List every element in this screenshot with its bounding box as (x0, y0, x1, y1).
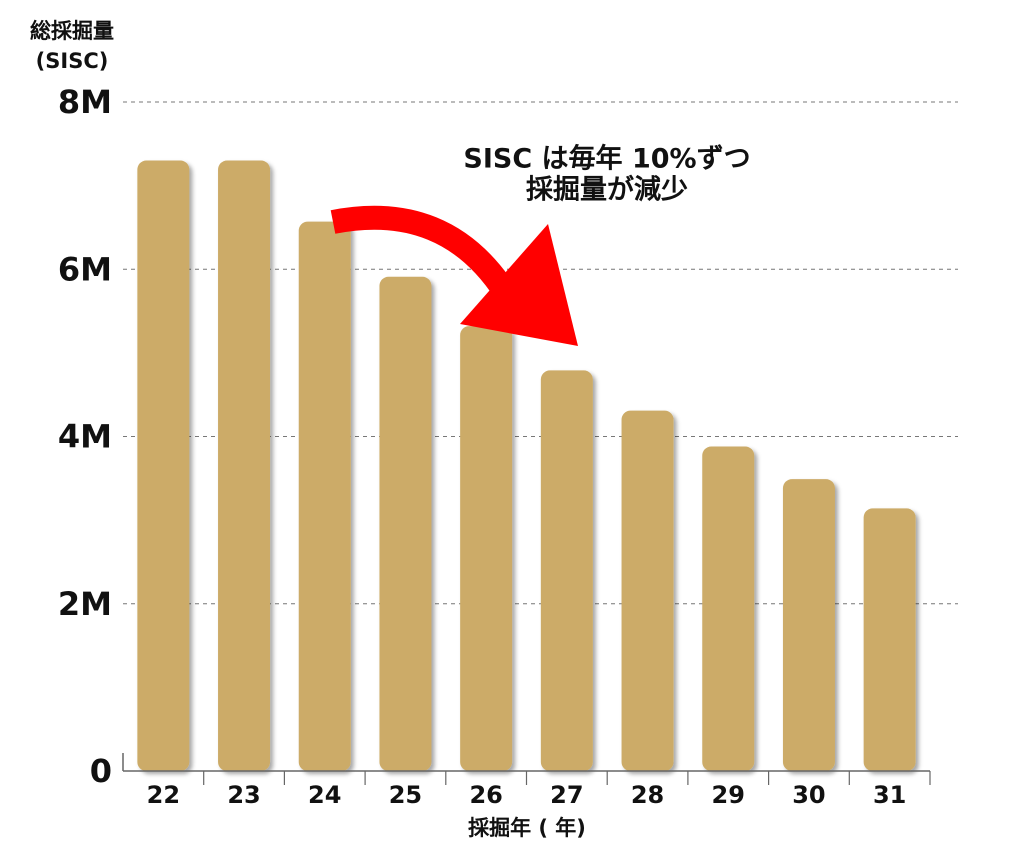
bar (540, 370, 593, 771)
x-tick-label: 22 (147, 781, 180, 809)
bar (218, 160, 271, 772)
x-tick-label: 30 (792, 781, 825, 809)
y-tick-label: 2M (58, 585, 112, 623)
y-tick-label: 0 (90, 752, 112, 790)
annotation: 採掘量が減少 (526, 174, 688, 206)
x-tick-label: 24 (308, 781, 341, 809)
arrow (330, 205, 578, 346)
x-tick-label: 23 (227, 781, 260, 809)
arrow-head (460, 224, 578, 346)
x-tick-label: 31 (873, 781, 906, 809)
bar (460, 326, 513, 771)
x-tick-label: 28 (631, 781, 664, 809)
x-tick-label: 27 (550, 781, 583, 809)
bar (782, 479, 835, 771)
y-tick-label: 4M (58, 418, 112, 456)
y-tick-label: 8M (58, 83, 112, 121)
annotation: SISC は毎年 10%ずつ (463, 143, 750, 175)
bar (137, 160, 190, 772)
bar (621, 410, 674, 771)
x-axis-title: 採掘年 ( 年) (468, 816, 586, 840)
x-tick-label: 26 (469, 781, 502, 809)
x-tick-label: 25 (389, 781, 422, 809)
bar (702, 446, 755, 771)
y-tick-label: 6M (58, 250, 112, 288)
arrow-shaft (330, 205, 516, 299)
y-axis-title: 総採掘量 (30, 19, 114, 43)
bar (863, 508, 916, 771)
bar (298, 221, 351, 772)
bar (379, 276, 432, 771)
x-tick-label: 29 (712, 781, 745, 809)
y-axis-title: (SISC) (36, 49, 109, 73)
